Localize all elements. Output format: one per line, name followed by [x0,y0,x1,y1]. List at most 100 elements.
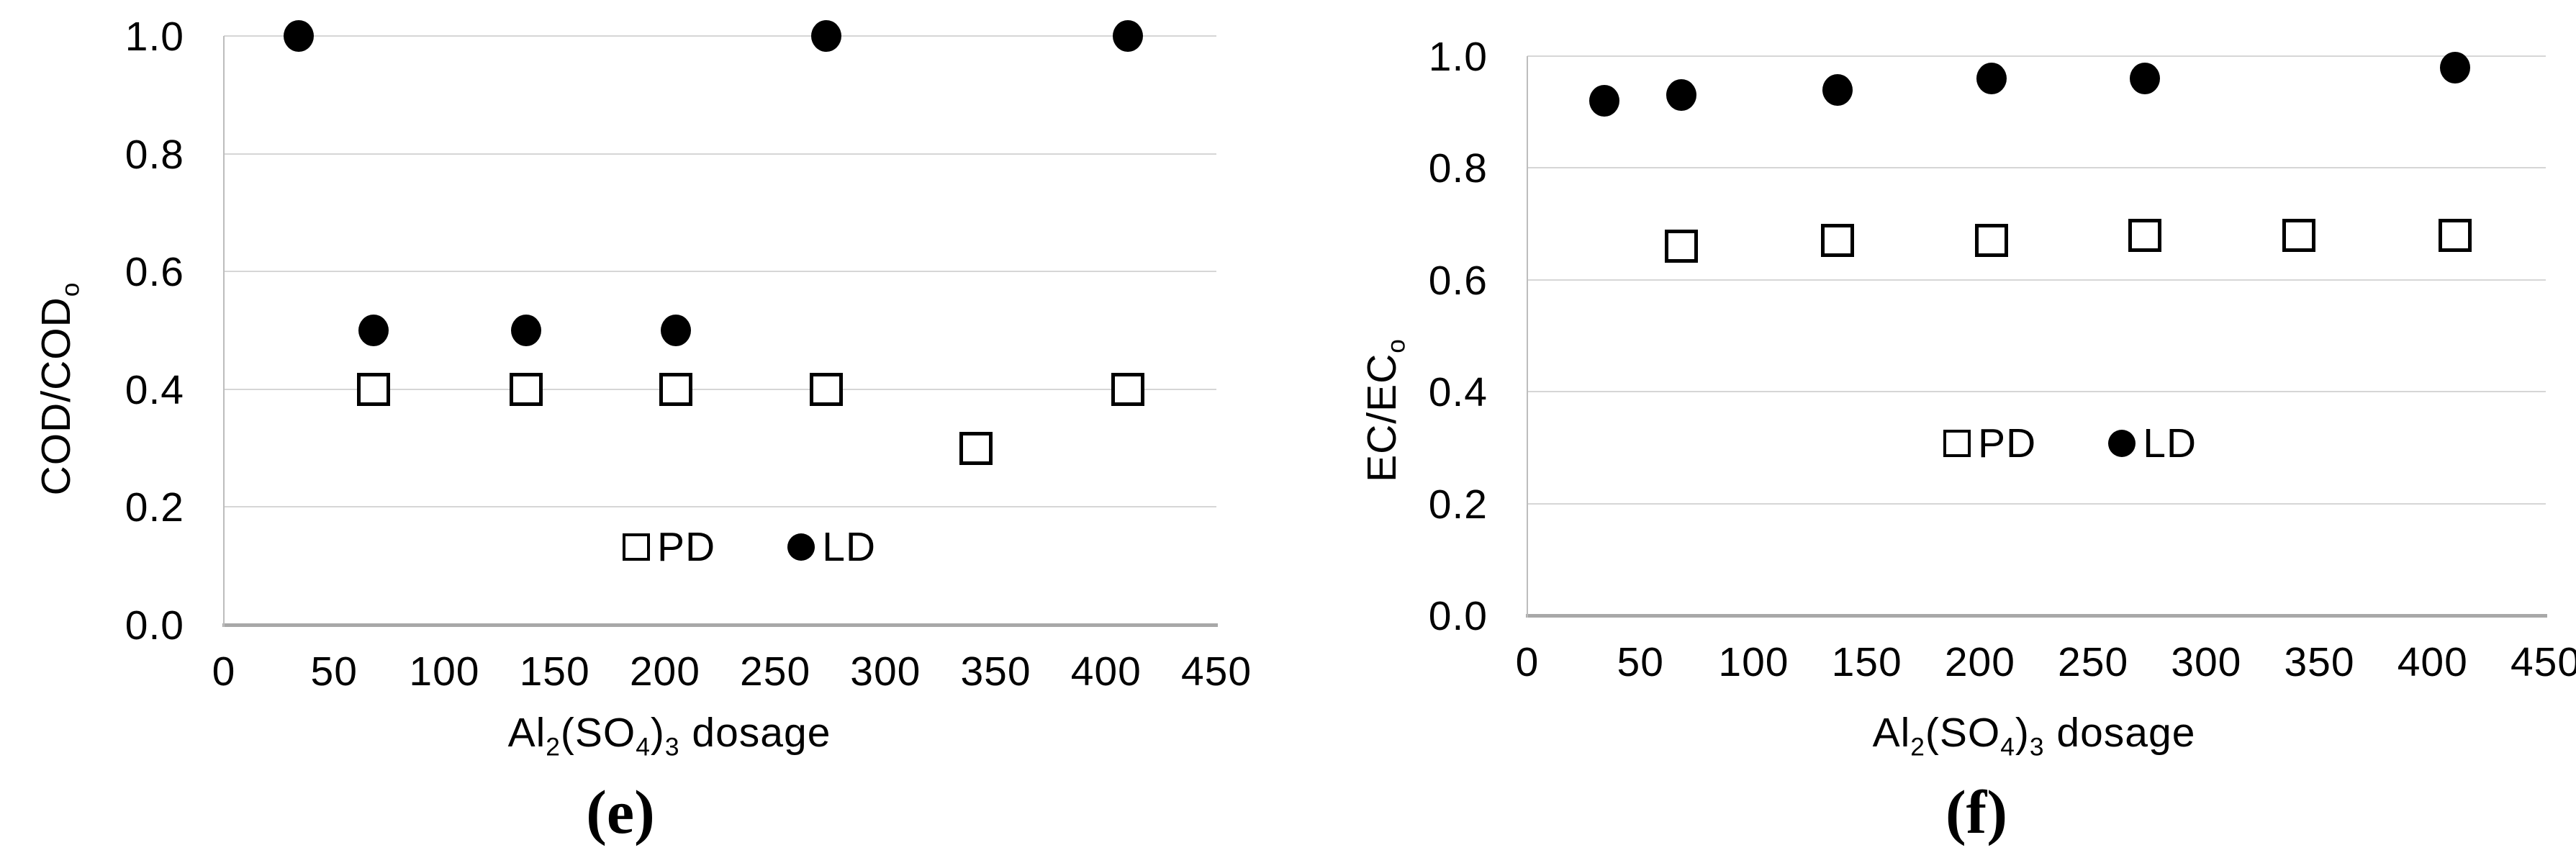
subscript-text: 4 [2000,733,2015,762]
data-point-LD-x205 [1976,63,2007,95]
chart-panel-f-ec: 0.0 0.2 0.4 0.6 0.8 1.0 0 50 100 150 200 250 300 350 4… [1296,0,2576,858]
y-tick-label: 0.6 [125,249,184,296]
subscript-text: 3 [664,733,680,762]
data-point-LD-x68 [1666,79,1696,112]
data-point-PD-x137 [1820,224,1854,258]
x-tick-label: 50 [1617,639,1664,685]
x-tick-label: 200 [1944,639,2015,685]
data-point-LD-x137 [1822,73,1853,106]
data-point-LD-x273 [2130,63,2161,95]
gridline-y-0.4 [224,388,1216,390]
x-tick-label: 100 [1718,639,1789,685]
data-point-PD-x273 [2128,218,2162,252]
y-axis-line [223,36,225,627]
x-tick-label: 450 [1180,649,1252,695]
subscript-text: o [56,281,85,297]
x-tick-label: 450 [2510,639,2576,685]
x-axis-title: Al2(SO4)3 dosage [507,709,831,760]
x-tick-label: 400 [1070,649,1142,695]
y-tick-label: 0.2 [1428,481,1488,528]
x-axis-line [1526,614,2547,618]
data-point-PD-x205 [659,372,693,406]
data-point-LD-x137 [510,315,541,346]
x-axis-line [222,623,1218,627]
gridline-y-0.8 [1527,167,2546,169]
label-text: ) [650,710,665,756]
gridline-y-0.6 [224,271,1216,273]
label-text: (SO [1925,710,2001,756]
x-tick-label: 150 [519,649,590,695]
gridline-y-1.0 [224,35,1216,37]
x-tick-label: 0 [212,649,236,695]
open-square-icon [1943,430,1971,457]
x-tick-label: 400 [2397,639,2468,685]
y-axis-title: EC/ECo [1358,338,1410,482]
data-point-PD-x410 [2439,218,2472,252]
subscript-text: o [1382,338,1411,353]
legend-label-PD: PD [1978,420,2037,466]
panel-caption: (e) [586,777,655,846]
y-tick-label: 0.0 [125,602,184,649]
subscript-text: 2 [546,733,561,762]
x-tick-label: 350 [2284,639,2355,685]
y-axis-title: COD/CODo [32,282,84,496]
data-point-PD-x410 [1111,372,1145,406]
y-axis-line [1527,56,1528,618]
gridline-y-0.8 [224,153,1216,155]
label-text: EC/EC [1359,353,1405,482]
label-text: ) [2015,710,2030,756]
filled-circle-icon [2108,430,2136,457]
gridline-y-0.2 [224,506,1216,508]
x-axis-title: Al2(SO4)3 dosage [1872,709,2196,760]
subscript-text: 4 [636,733,651,762]
data-point-PD-x341 [959,431,993,465]
y-tick-label: 0.0 [1428,593,1488,639]
label-text: Al [1872,710,1911,756]
data-point-PD-x68 [357,372,391,406]
legend-label-LD: LD [822,524,877,570]
legend-label-LD: LD [2143,420,2197,466]
data-point-LD-x273 [810,20,841,52]
legend-label-PD: PD [657,524,716,570]
gridline-y-0.6 [1527,279,2546,281]
subscript-text: 2 [1910,733,1925,762]
y-tick-label: 0.8 [125,131,184,178]
panel-caption: (f) [1945,777,2007,846]
y-tick-label: 1.0 [125,14,184,60]
chart-panel-e-cod: 0.0 0.2 0.4 0.6 0.8 1.0 0 50 100 150 200 250 300 350 4… [32,14,1252,846]
subscript-text: 3 [2029,733,2045,762]
data-point-PD-x68 [1664,230,1698,263]
y-tick-label: 0.2 [125,484,184,531]
data-point-LD-x410 [2440,51,2471,83]
x-tick-label: 0 [1515,639,1540,685]
y-tick-label: 0.8 [1428,145,1488,192]
data-point-PD-x341 [2282,218,2316,252]
x-tick-label: 200 [629,649,700,695]
x-tick-label: 250 [2058,639,2129,685]
y-tick-label: 1.0 [1428,34,1488,80]
label-text: dosage [679,710,831,756]
y-tick-label: 0.4 [125,366,184,413]
data-point-PD-x205 [1974,224,2008,258]
data-point-LD-x34 [1588,85,1619,117]
label-text: (SO [560,710,636,756]
data-point-LD-x205 [661,315,692,346]
data-point-LD-x410 [1113,20,1144,52]
y-tick-label: 0.6 [1428,257,1488,304]
label-text: Al [507,710,546,756]
x-tick-label: 350 [960,649,1031,695]
x-tick-label: 50 [310,649,358,695]
x-tick-label: 100 [409,649,480,695]
open-square-icon [623,533,650,561]
x-tick-label: 300 [850,649,921,695]
gridline-y-1.0 [1527,55,2546,57]
gridline-y-0.2 [1527,502,2546,505]
x-tick-label: 300 [2171,639,2242,685]
legend: PD LD [1943,420,2197,466]
data-point-LD-x68 [358,315,389,346]
data-point-LD-x34 [284,20,315,52]
x-tick-label: 150 [1831,639,1902,685]
label-text: dosage [2044,710,2196,756]
